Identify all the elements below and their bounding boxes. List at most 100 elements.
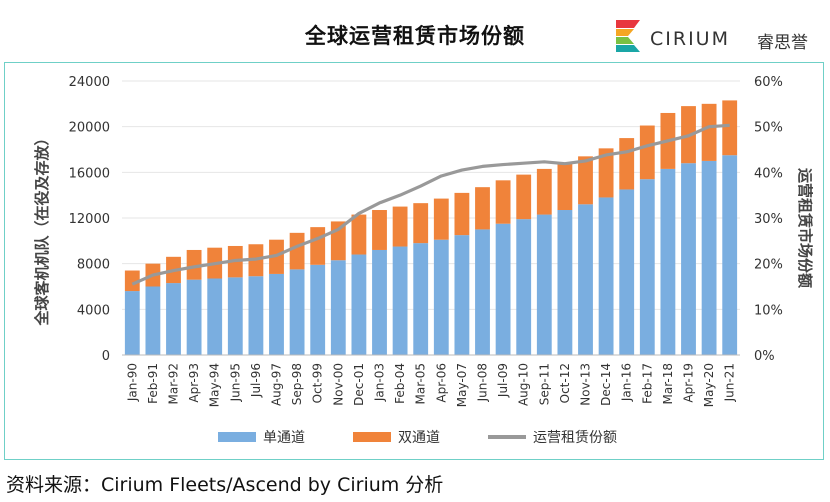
y-right-tick-label: 40% xyxy=(754,166,783,181)
y-right-tick-label: 10% xyxy=(754,303,783,318)
bar-single-aisle xyxy=(516,219,532,355)
x-tick-label: Apr-06 xyxy=(434,363,448,403)
y-left-axis-title: 全球客机机队（在役及存放） xyxy=(33,130,51,326)
series-line-lease-share xyxy=(131,123,730,286)
y-left-tick-label: 20000 xyxy=(69,121,110,136)
cirium-logo: CIRIUM 睿思誉 xyxy=(612,12,817,56)
x-tick-label: Sep-98 xyxy=(290,363,304,405)
bar-single-aisle xyxy=(578,204,593,355)
legend-swatch-single-aisle xyxy=(218,432,256,442)
bar-single-aisle xyxy=(372,249,387,355)
y-left-tick-label: 24000 xyxy=(69,75,110,90)
legend-label-lease-share: 运营租赁份额 xyxy=(533,430,617,446)
bar-twin-aisle xyxy=(598,148,614,198)
y-right-tick-label: 50% xyxy=(754,121,783,136)
bar-single-aisle xyxy=(598,197,614,355)
x-tick-label: Feb-04 xyxy=(393,363,407,404)
bar-single-aisle xyxy=(248,276,264,355)
bar-twin-aisle xyxy=(289,232,305,270)
x-tick-label: Apr-93 xyxy=(187,363,201,403)
y-left-tick-label: 0 xyxy=(102,349,110,364)
bar-single-aisle xyxy=(310,264,326,355)
y-left-tick-label: 8000 xyxy=(77,258,110,273)
bar-single-aisle xyxy=(186,279,202,355)
bar-twin-aisle xyxy=(351,214,367,255)
bar-single-aisle xyxy=(701,160,717,355)
bar-single-aisle xyxy=(681,163,696,355)
bar-single-aisle xyxy=(557,210,573,355)
x-tick-label: Mar-05 xyxy=(414,363,428,404)
y-right-tick-label: 20% xyxy=(754,258,783,273)
y-right-tick-label: 30% xyxy=(754,212,783,227)
x-tick-label: May-94 xyxy=(208,363,222,407)
x-tick-label: May-20 xyxy=(702,363,716,407)
chart-title: 全球运营租赁市场份额 xyxy=(305,24,525,48)
bar-single-aisle xyxy=(475,229,490,355)
bar-twin-aisle xyxy=(701,103,717,161)
bar-single-aisle xyxy=(145,286,161,355)
x-tick-label: Mar-92 xyxy=(167,363,181,404)
bar-single-aisle xyxy=(289,269,305,355)
x-tick-label: Jul-09 xyxy=(496,363,510,398)
y-right-tick-label: 60% xyxy=(754,75,783,90)
bar-twin-aisle xyxy=(536,168,552,215)
source-note: 资料来源：Cirium Fleets/Ascend by Cirium 分析 xyxy=(6,474,444,496)
bar-single-aisle xyxy=(269,273,284,355)
x-tick-label: Apr-19 xyxy=(682,363,696,403)
cirium-logo-mark-icon xyxy=(616,20,640,52)
x-tick-label: Jun-08 xyxy=(476,363,490,402)
x-tick-label: Feb-91 xyxy=(146,363,160,404)
x-tick-label: Jun-95 xyxy=(228,363,242,402)
legend-label-single-aisle: 单通道 xyxy=(263,430,305,446)
bar-single-aisle xyxy=(351,254,367,355)
x-tick-label: Aug-10 xyxy=(517,363,531,406)
bar-twin-aisle xyxy=(578,156,593,205)
x-tick-label: Sep-11 xyxy=(537,363,551,405)
bar-single-aisle xyxy=(536,214,552,355)
x-tick-label: Oct-99 xyxy=(311,363,325,403)
x-tick-label: Dec-14 xyxy=(599,363,613,406)
x-tick-label: Jan-16 xyxy=(620,363,634,402)
chart-svg: 0 4000 8000 12000 16000 20000 24000 0% 10% 20% 30%… xyxy=(33,75,814,446)
chart-frame: 0 4000 8000 12000 16000 20000 24000 0% 10% 20% 30%… xyxy=(4,62,824,460)
bar-twin-aisle xyxy=(516,174,532,220)
bar-single-aisle xyxy=(124,291,140,355)
x-tick-label: Jul-96 xyxy=(249,363,263,398)
x-tick-label: Mar-18 xyxy=(661,363,675,404)
bar-single-aisle xyxy=(722,155,738,355)
bar-twin-aisle xyxy=(722,100,738,156)
x-tick-label: Jan-90 xyxy=(125,363,139,402)
bar-single-aisle xyxy=(413,243,429,355)
bar-single-aisle xyxy=(433,239,449,355)
bar-twin-aisle xyxy=(124,270,140,292)
bar-single-aisle xyxy=(330,260,346,355)
x-tick-label: Aug-97 xyxy=(270,363,284,406)
bar-twin-aisle xyxy=(495,180,511,224)
bar-twin-aisle xyxy=(619,138,635,190)
x-tick-label: May-07 xyxy=(455,363,469,407)
x-tick-label: Nov-00 xyxy=(331,363,345,406)
y-left-tick-label: 4000 xyxy=(77,303,110,318)
bar-single-aisle xyxy=(495,223,511,355)
x-tick-label: Jun-21 xyxy=(723,363,737,402)
bar-single-aisle xyxy=(660,168,676,355)
bar-single-aisle xyxy=(166,283,181,355)
logo-wordmark: CIRIUM xyxy=(650,28,730,50)
x-tick-label: Dec-01 xyxy=(352,363,366,406)
y-right-axis-title: 运营租赁市场份额 xyxy=(796,168,814,288)
bar-twin-aisle xyxy=(310,227,326,265)
bar-twin-aisle xyxy=(413,203,429,244)
bar-single-aisle xyxy=(639,179,655,355)
x-tick-label: Feb-17 xyxy=(640,363,654,404)
bar-twin-aisle xyxy=(186,249,202,280)
bar-single-aisle xyxy=(454,235,470,355)
bar-twin-aisle xyxy=(475,187,490,230)
y-right-tick-label: 0% xyxy=(754,349,775,364)
bar-twin-aisle xyxy=(392,206,408,247)
bar-twin-aisle xyxy=(639,125,655,180)
bar-twin-aisle xyxy=(372,210,387,250)
legend-label-twin-aisle: 双通道 xyxy=(398,430,440,446)
legend-swatch-twin-aisle xyxy=(353,432,391,442)
y-left-tick-label: 16000 xyxy=(69,166,110,181)
logo-chinese-name: 睿思誉 xyxy=(757,33,808,53)
